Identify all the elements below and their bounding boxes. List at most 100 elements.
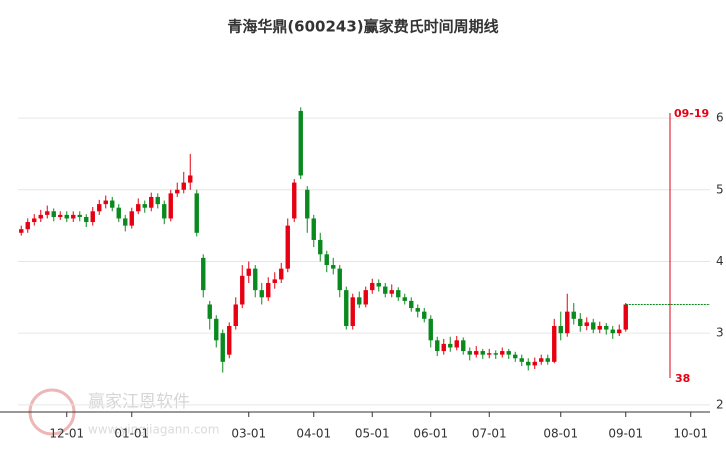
candle-body (506, 351, 511, 355)
candle-body (194, 193, 199, 233)
candle-body (272, 279, 277, 283)
x-tick-label: 01-01 (114, 427, 149, 441)
candle-body (38, 214, 43, 219)
candle-body (409, 300, 414, 309)
x-tick-label: 05-01 (355, 427, 390, 441)
candle-body (617, 329, 622, 334)
candle-body (77, 214, 82, 218)
candle-body (266, 282, 271, 298)
x-tick-label: 03-01 (231, 427, 266, 441)
chart-title: 青海华鼎(600243)赢家费氏时间周期线 (227, 18, 498, 36)
candle-body (565, 311, 570, 334)
candle-body (45, 211, 50, 215)
candle-body (51, 211, 56, 218)
candle-body (480, 351, 485, 355)
candle-body (129, 211, 134, 226)
watermark-url: www.yingjiagann.com (88, 423, 219, 437)
candle-body (571, 311, 576, 319)
x-tick-label: 09-01 (608, 427, 643, 441)
x-tick-label: 12-01 (49, 427, 84, 441)
candle-body (597, 325, 602, 330)
candle-body (64, 214, 69, 219)
candle-body (292, 182, 297, 219)
candle-body (461, 340, 466, 352)
candle-body (415, 308, 420, 312)
candle-body (422, 311, 427, 319)
candle-body (500, 351, 505, 355)
y-tick-label: 6 (716, 111, 724, 125)
candle-body (136, 204, 141, 212)
candle-body (493, 353, 498, 355)
candle-body (396, 290, 401, 298)
candle-body (311, 218, 316, 240)
candle-body (110, 200, 115, 208)
candle-body (84, 217, 89, 223)
candle-body (578, 318, 583, 326)
candle-body (539, 358, 544, 362)
cycle-date-label: 09-19 (674, 107, 709, 120)
candle-body (526, 361, 531, 366)
candle-body (19, 229, 24, 233)
candle-body (71, 214, 76, 219)
candle-body (357, 297, 362, 305)
candle-body (58, 214, 63, 218)
y-tick-label: 5 (716, 182, 724, 196)
candle-body (97, 204, 102, 212)
candle-body (363, 290, 368, 305)
x-tick-label: 08-01 (543, 427, 578, 441)
candle-body (519, 358, 524, 362)
candle-body (532, 361, 537, 366)
candle-body (233, 304, 238, 326)
candle-body (103, 200, 108, 205)
candle-body (428, 318, 433, 341)
candle-body (142, 204, 147, 208)
candle-body (298, 110, 303, 176)
candle-body (487, 353, 492, 355)
candle-body (584, 322, 589, 326)
candle-body (201, 257, 206, 291)
candle-body (214, 318, 219, 341)
x-tick-label: 07-01 (472, 427, 507, 441)
candle-body (162, 204, 167, 219)
y-tick-label: 3 (716, 326, 724, 340)
candle-body (454, 340, 459, 348)
candle-body (558, 325, 563, 334)
candle-body (90, 211, 95, 223)
candle-body (227, 325, 232, 355)
candle-body (123, 218, 128, 226)
candle-body (305, 189, 310, 219)
candle-body (344, 290, 349, 326)
candle-body (383, 286, 388, 294)
candle-body (370, 282, 375, 291)
x-tick-label: 04-01 (296, 427, 331, 441)
candle-body (604, 325, 609, 330)
candle-body (545, 358, 550, 362)
candle-body (610, 329, 615, 334)
candle-body (155, 196, 160, 205)
candle-body (25, 222, 30, 230)
watermark: 赢家江恩软件 www.yingjiagann.com (28, 388, 219, 437)
candle-body (279, 268, 284, 280)
candle-body (402, 297, 407, 301)
candle-body (441, 343, 446, 352)
y-tick-label: 4 (716, 254, 724, 268)
candle-body (181, 182, 186, 190)
candle-body (175, 189, 180, 194)
candle-body (188, 175, 193, 183)
candle-body (331, 265, 336, 269)
candle-body (513, 354, 518, 359)
x-tick-label: 06-01 (413, 427, 448, 441)
candle-body (350, 297, 355, 326)
y-tick-label: 2 (716, 397, 724, 411)
candle-body (324, 254, 329, 266)
candle-body (591, 322, 596, 330)
candle-body (623, 304, 628, 330)
candle-body (207, 304, 212, 319)
watermark-name: 赢家江恩软件 (88, 392, 190, 412)
candle-body (474, 351, 479, 355)
candle-body (467, 351, 472, 355)
candle-body (240, 275, 245, 305)
candle-body (285, 225, 290, 269)
candle-body (220, 333, 225, 362)
